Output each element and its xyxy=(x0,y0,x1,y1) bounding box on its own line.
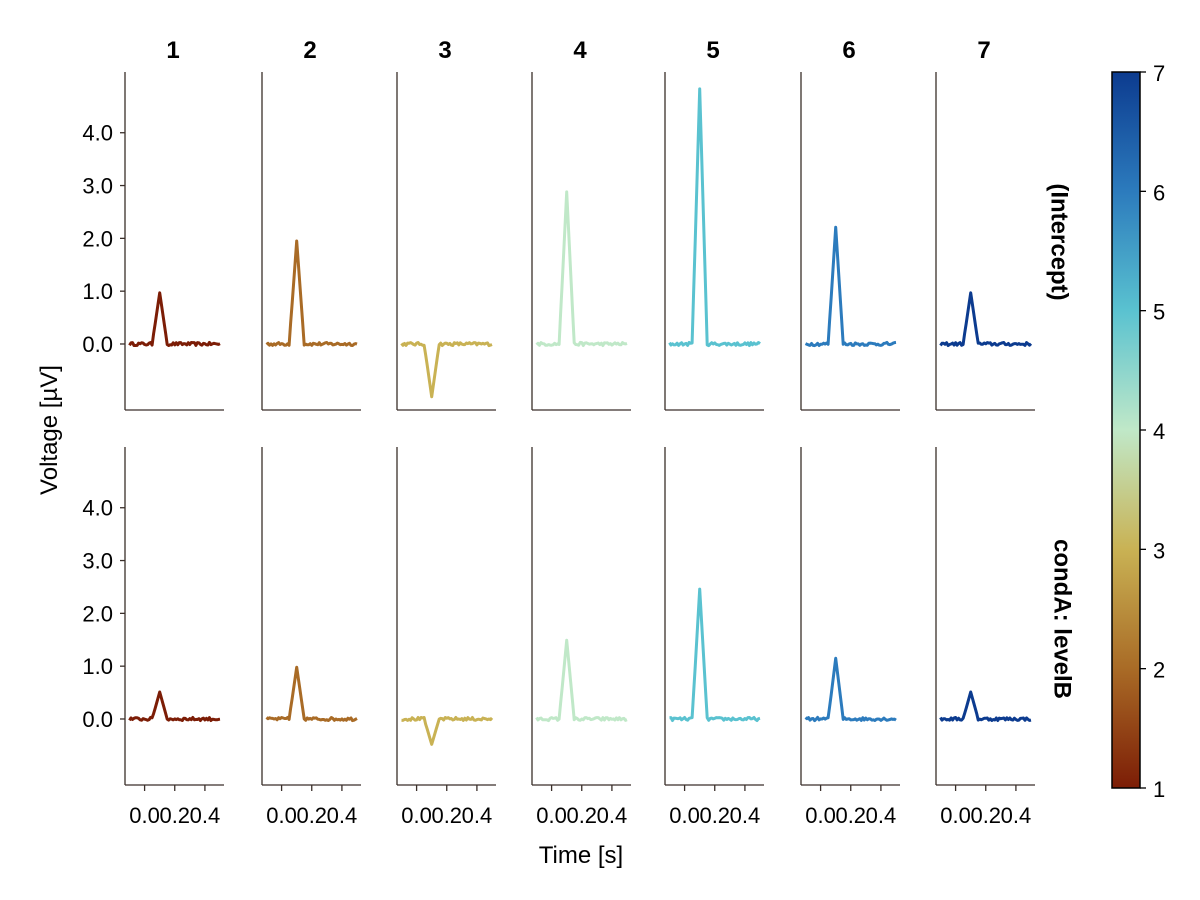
series-line-4 xyxy=(535,190,628,347)
panel-r2-c4: 0.0 0.2 0.4 xyxy=(531,447,631,828)
x-tick-label: 0.0 xyxy=(266,803,297,828)
series-line-5 xyxy=(668,87,761,348)
x-tick-label: 0.0 xyxy=(669,803,700,828)
x-tick-label: 0.2 xyxy=(970,803,1001,828)
series-line-2 xyxy=(265,239,358,347)
y-tick-label: 0.0 xyxy=(82,707,113,732)
panel-r1-c5 xyxy=(664,72,764,411)
series-line-7 xyxy=(939,291,1033,347)
panel-r2-c6: 0.0 0.2 0.4 xyxy=(800,447,900,828)
series-line-5 xyxy=(669,587,761,722)
row-title-1: (Intercept) xyxy=(1046,183,1073,300)
x-tick-label: 0.0 xyxy=(129,803,160,828)
x-tick-label: 0.2 xyxy=(159,803,190,828)
panel-r1-c7 xyxy=(935,72,1035,411)
y-axis-label: Voltage [µV] xyxy=(36,365,63,495)
series-line-4 xyxy=(535,638,628,723)
panel-r2-c5: 0.0 0.2 0.4 xyxy=(664,447,764,828)
colorbar-tick-label: 7 xyxy=(1153,61,1165,86)
x-tick-label: 0.4 xyxy=(1001,803,1032,828)
y-tick-label: 4.0 xyxy=(82,121,113,146)
x-tick-label: 0.0 xyxy=(536,803,567,828)
x-tick-label: 0.0 xyxy=(805,803,836,828)
series-line-6 xyxy=(804,225,897,348)
x-tick-label: 0.4 xyxy=(327,803,358,828)
colorbar-tick-label: 3 xyxy=(1153,538,1165,563)
series-line-2 xyxy=(265,665,358,723)
series-line-3 xyxy=(400,341,493,399)
panel-r2-c3: 0.0 0.2 0.4 xyxy=(396,447,496,828)
x-tick-label: 0.2 xyxy=(835,803,866,828)
panel-r1-c1: 0.0 1.0 2.0 3.0 4.0 xyxy=(82,72,224,411)
x-tick-label: 0.4 xyxy=(190,803,221,828)
panel-r1-c2 xyxy=(261,72,361,411)
colorbar-tick-label: 2 xyxy=(1153,658,1165,683)
y-tick-label: 2.0 xyxy=(82,601,113,626)
series-line-1 xyxy=(128,291,221,347)
series-line-3 xyxy=(401,716,494,746)
column-title-4: 4 xyxy=(573,37,587,64)
x-tick-label: 0.2 xyxy=(566,803,597,828)
column-title-5: 5 xyxy=(706,37,719,64)
y-tick-label: 4.0 xyxy=(82,496,113,521)
column-title-6: 6 xyxy=(842,37,855,64)
x-tick-label: 0.4 xyxy=(462,803,493,828)
y-tick-label: 0.0 xyxy=(82,332,113,357)
series-line-1 xyxy=(128,690,221,722)
x-tick-label: 0.2 xyxy=(431,803,462,828)
x-tick-label: 0.4 xyxy=(730,803,761,828)
panel-r2-c1: 0.01.02.03.04.00.0 0.2 0.4 xyxy=(82,447,224,828)
colorbar-tick-label: 4 xyxy=(1153,419,1165,444)
y-tick-label: 3.0 xyxy=(82,549,113,574)
x-tick-label: 0.4 xyxy=(597,803,628,828)
x-tick-label: 0.4 xyxy=(866,803,897,828)
panel-r2-c7: 0.0 0.2 0.4 xyxy=(935,447,1035,828)
panel-r1-c6 xyxy=(800,72,900,411)
column-title-3: 3 xyxy=(438,37,451,64)
x-tick-label: 0.0 xyxy=(940,803,971,828)
x-tick-label: 0.2 xyxy=(699,803,730,828)
x-tick-label: 0.2 xyxy=(296,803,327,828)
y-tick-label: 3.0 xyxy=(82,174,113,199)
y-tick-label: 1.0 xyxy=(82,279,113,304)
y-tick-label: 1.0 xyxy=(82,654,113,679)
x-tick-label: 0.0 xyxy=(401,803,432,828)
column-title-2: 2 xyxy=(303,37,316,64)
colorbar-tick-label: 6 xyxy=(1153,180,1165,205)
colorbar xyxy=(1111,71,1141,789)
y-tick-label: 2.0 xyxy=(82,226,113,251)
column-title-7: 7 xyxy=(977,37,990,64)
series-line-6 xyxy=(804,656,897,723)
colorbar-tick-label: 1 xyxy=(1153,777,1165,802)
panel-r1-c3 xyxy=(396,72,496,411)
series-line-7 xyxy=(939,690,1032,722)
x-axis-label: Time [s] xyxy=(539,842,623,869)
column-title-1: 1 xyxy=(166,37,179,64)
panel-r2-c2: 0.0 0.2 0.4 xyxy=(261,447,361,828)
panel-r1-c4 xyxy=(531,72,631,411)
row-title-2: condA: levelB xyxy=(1049,539,1076,699)
colorbar-tick-label: 5 xyxy=(1153,300,1165,325)
